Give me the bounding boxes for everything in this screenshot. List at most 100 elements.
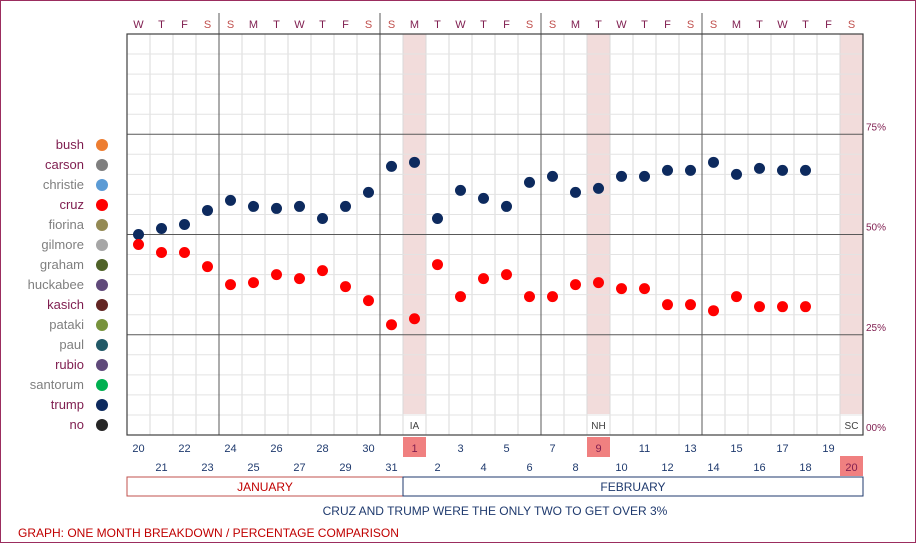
weekday-label: T: [595, 19, 602, 31]
legend-label: christie: [42, 177, 84, 192]
weekday-label: W: [777, 19, 788, 31]
weekday-label: S: [710, 19, 717, 31]
legend-swatch: [96, 279, 108, 291]
data-point-cruz: [409, 313, 420, 325]
weekday-label: S: [204, 19, 211, 31]
legend-item: gilmore: [0, 236, 112, 256]
legend-label: rubio: [55, 357, 84, 372]
legend-label: kasich: [47, 297, 84, 312]
data-point-trump: [593, 182, 604, 194]
date-label: 8: [572, 462, 578, 474]
legend-item: graham: [0, 256, 112, 276]
date-label: 16: [753, 462, 765, 474]
plot-border: [126, 33, 864, 436]
data-point-cruz: [570, 279, 581, 291]
weekday-label: M: [249, 19, 258, 31]
date-label: 25: [247, 462, 259, 474]
legend-label: carson: [44, 157, 84, 172]
data-point-trump: [685, 164, 696, 176]
data-point-cruz: [156, 247, 167, 259]
weekday-label: S: [388, 19, 395, 31]
legend-label: bush: [55, 137, 84, 152]
date-label: 13: [684, 443, 696, 455]
legend-swatch: [96, 399, 108, 411]
weekday-label: S: [227, 19, 234, 31]
date-highlight: [840, 456, 863, 476]
weekday-label: T: [273, 19, 280, 31]
legend-item: huckabee: [0, 276, 112, 296]
month-label: FEBRUARY: [600, 480, 665, 494]
event-label-box: [588, 414, 609, 434]
date-label: 24: [224, 443, 236, 455]
event-label: SC: [845, 421, 859, 432]
date-label: 27: [293, 462, 305, 474]
data-point-cruz: [225, 279, 236, 291]
legend-label: trump: [50, 397, 84, 412]
weekday-label: S: [526, 19, 533, 31]
data-point-trump: [455, 184, 466, 196]
data-point-cruz: [708, 305, 719, 317]
data-point-cruz: [432, 259, 443, 271]
data-point-trump: [777, 164, 788, 176]
data-point-trump: [524, 176, 535, 188]
date-label: 5: [503, 443, 509, 455]
weekday-label: F: [503, 19, 510, 31]
graph-caption: GRAPH: ONE MONTH BREAKDOWN / PERCENTAGE …: [18, 526, 399, 540]
date-label: 22: [178, 443, 190, 455]
weekday-label: W: [133, 19, 144, 31]
legend-item: pataki: [0, 316, 112, 336]
data-point-trump: [386, 160, 397, 172]
legend-item: carson: [0, 156, 112, 176]
legend-label: paul: [59, 337, 84, 352]
event-label: NH: [591, 421, 605, 432]
data-point-cruz: [777, 301, 788, 313]
weekday-label: W: [616, 19, 627, 31]
legend-item: cruz: [0, 196, 112, 216]
weekday-label: T: [319, 19, 326, 31]
data-point-trump: [662, 164, 673, 176]
weekday-label: F: [664, 19, 671, 31]
legend-label: huckabee: [27, 277, 84, 292]
date-label: 18: [799, 462, 811, 474]
event-column: [403, 34, 426, 414]
date-label: 9: [595, 443, 601, 455]
data-point-cruz: [455, 291, 466, 303]
legend-item: kasich: [0, 296, 112, 316]
weekday-label: T: [802, 19, 809, 31]
legend-label: no: [69, 417, 84, 432]
data-point-cruz: [363, 295, 374, 307]
data-point-cruz: [662, 299, 673, 311]
weekday-label: T: [641, 19, 648, 31]
date-label: 2: [434, 462, 440, 474]
legend-item: no: [0, 416, 112, 436]
legend-item: fiorina: [0, 216, 112, 236]
legend-swatch: [96, 379, 108, 391]
date-label: 4: [480, 462, 486, 474]
legend-swatch: [96, 199, 108, 211]
date-label: 6: [526, 462, 532, 474]
data-point-trump: [156, 222, 167, 234]
data-point-trump: [639, 170, 650, 182]
date-label: 14: [707, 462, 719, 474]
data-point-trump: [202, 204, 213, 216]
date-label: 31: [385, 462, 397, 474]
data-point-cruz: [179, 247, 190, 259]
date-label: 30: [362, 443, 374, 455]
data-point-cruz: [731, 291, 742, 303]
date-label: 1: [411, 443, 417, 455]
data-point-cruz: [478, 273, 489, 285]
legend-item: paul: [0, 336, 112, 356]
date-label: 20: [845, 462, 857, 474]
legend-label: pataki: [49, 317, 84, 332]
legend-item: trump: [0, 396, 112, 416]
date-label: 3: [457, 443, 463, 455]
date-label: 21: [155, 462, 167, 474]
date-label: 29: [339, 462, 351, 474]
data-point-cruz: [248, 277, 259, 289]
legend-swatch: [96, 219, 108, 231]
legend-item: bush: [0, 136, 112, 156]
month-band: [402, 476, 864, 497]
legend-swatch: [96, 319, 108, 331]
event-label-box: [841, 414, 862, 434]
date-highlight: [587, 437, 610, 457]
